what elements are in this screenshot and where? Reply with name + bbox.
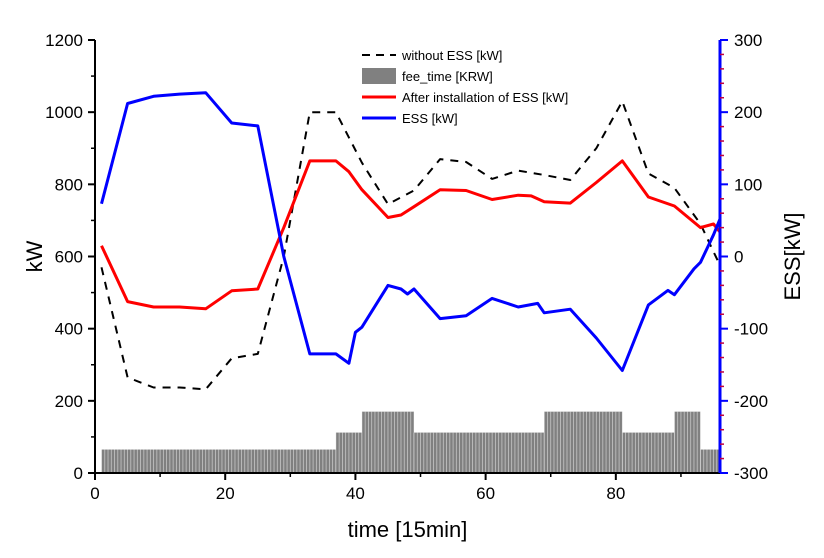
y-right-axis-title: ESS[kW]: [780, 212, 805, 300]
y-left-tick-label: 200: [55, 392, 83, 411]
without-ess-line: [100, 100, 721, 391]
y-right-tick-label: 200: [734, 103, 762, 122]
legend-entry: fee_time [KRW]: [402, 69, 493, 84]
y-right-tick-label: -300: [734, 464, 768, 483]
legend-entry: After installation of ESS [kW]: [402, 90, 568, 105]
y-left-tick-label: 1000: [45, 103, 83, 122]
x-tick-label: 80: [606, 484, 625, 503]
y-right-tick-label: 0: [734, 248, 743, 267]
y-left-tick-label: 0: [74, 464, 83, 483]
after-ess-line: [100, 159, 722, 311]
x-tick-label: 0: [90, 484, 99, 503]
legend-swatch-fee-time: [362, 68, 396, 84]
y-left-tick-label: 400: [55, 320, 83, 339]
x-tick-label: 40: [346, 484, 365, 503]
y-right-tick-label: -100: [734, 320, 768, 339]
y-left-tick-label: 600: [55, 248, 83, 267]
ess-line: [100, 91, 722, 372]
y-right-tick-label: -200: [734, 392, 768, 411]
x-axis-title: time [15min]: [348, 517, 468, 542]
y-right-tick-label: 300: [734, 31, 762, 50]
y-left-axis-title: kW: [22, 240, 47, 272]
legend-entry: without ESS [kW]: [401, 48, 502, 63]
x-tick-label: 20: [216, 484, 235, 503]
y-left-tick-label: 800: [55, 175, 83, 194]
x-tick-label: 60: [476, 484, 495, 503]
legend-entry: ESS [kW]: [402, 111, 458, 126]
y-left-tick-label: 1200: [45, 31, 83, 50]
y-right-tick-label: 100: [734, 175, 762, 194]
